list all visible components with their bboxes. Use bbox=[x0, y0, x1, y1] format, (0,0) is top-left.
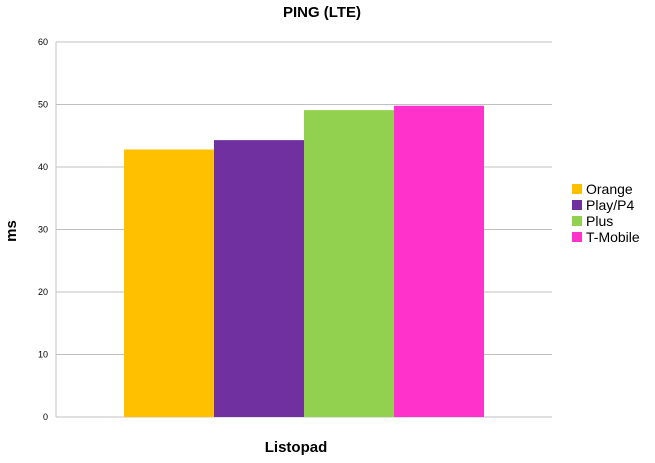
legend-swatch bbox=[572, 184, 582, 194]
bar-plus bbox=[304, 110, 394, 417]
y-tick-label: 50 bbox=[38, 100, 48, 110]
legend-swatch bbox=[572, 200, 582, 210]
legend-swatch bbox=[572, 216, 582, 226]
bars bbox=[124, 105, 484, 417]
legend-label: Plus bbox=[586, 213, 613, 229]
x-axis-title: Listopad bbox=[265, 439, 328, 456]
y-tick-label: 20 bbox=[38, 287, 48, 297]
legend-swatch bbox=[572, 232, 582, 242]
y-tick-label: 10 bbox=[38, 350, 48, 360]
bar-orange bbox=[124, 149, 214, 417]
y-axis-ticks: 0 10 20 30 40 50 60 bbox=[38, 37, 48, 422]
y-tick-label: 30 bbox=[38, 225, 48, 235]
y-axis-title: ms bbox=[3, 220, 20, 242]
legend-label: Play/P4 bbox=[586, 197, 634, 213]
bar-play-p4 bbox=[214, 140, 304, 417]
y-tick-label: 60 bbox=[38, 37, 48, 47]
chart-title: PING (LTE) bbox=[283, 4, 361, 21]
legend-label: Orange bbox=[586, 181, 633, 197]
y-tick-label: 40 bbox=[38, 162, 48, 172]
bar-t-mobile bbox=[394, 105, 484, 417]
y-tick-label: 0 bbox=[43, 412, 48, 422]
legend-label: T-Mobile bbox=[586, 229, 640, 245]
